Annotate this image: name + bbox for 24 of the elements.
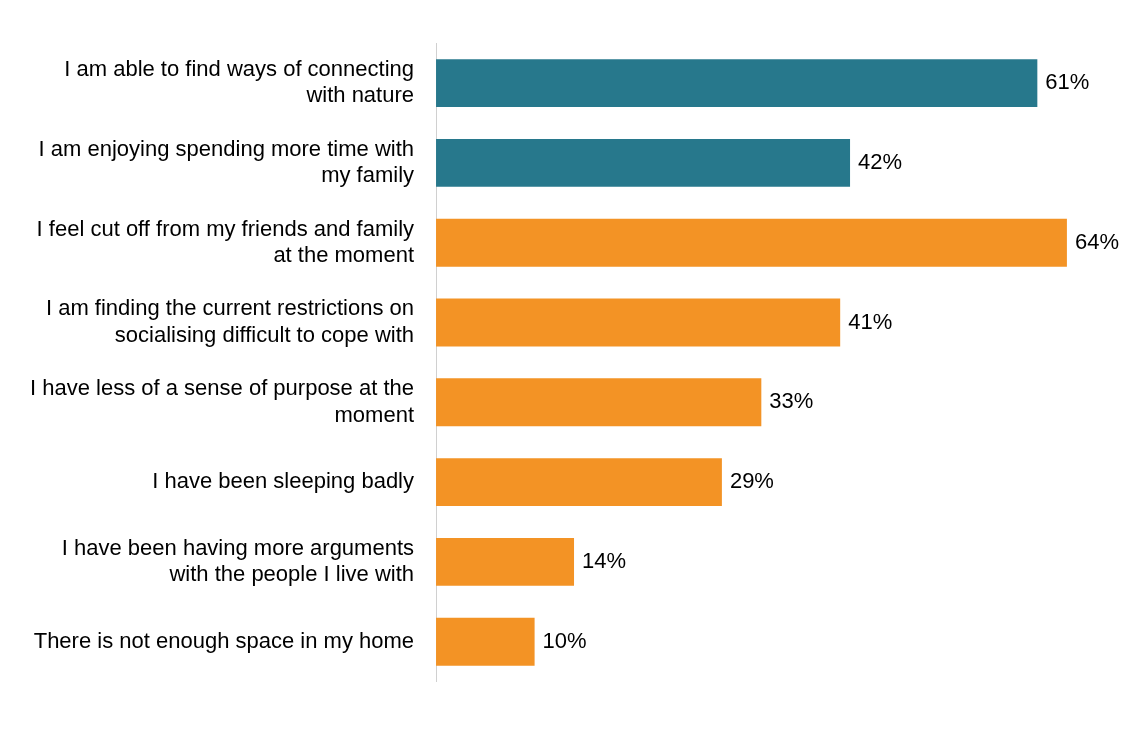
bar [436, 298, 841, 347]
y-tick-label: I am finding the current restrictions on socialising difficult to cope with [45, 295, 415, 347]
data-label: 42% [858, 148, 903, 174]
data-label: 14% [582, 547, 627, 573]
data-label: 33% [769, 388, 814, 414]
data-label: 10% [542, 627, 587, 653]
data-label: 41% [848, 308, 893, 334]
y-tick-label: I feel cut off from my friends and family at the moment [36, 215, 415, 267]
data-label: 61% [1045, 69, 1090, 95]
bar [436, 537, 575, 586]
y-tick-label: I am able to find ways of connecting with nature [64, 55, 415, 108]
bar [436, 218, 1067, 267]
bar [436, 617, 535, 666]
data-label: 29% [729, 468, 774, 494]
bar [436, 138, 851, 187]
y-tick-label: There is not enough space in my home [33, 627, 415, 653]
y-tick-label: I have been sleeping badly [152, 468, 415, 494]
y-tick-label: I am enjoying spending more time with my family [38, 135, 415, 188]
y-tick-label: I have less of a sense of purpose at the moment [29, 375, 415, 427]
bar [436, 59, 1038, 108]
data-label: 64% [1074, 228, 1119, 254]
bar [436, 378, 762, 427]
y-tick-label: I have been having more arguments with the people I live with [61, 534, 415, 587]
bar [436, 458, 722, 507]
